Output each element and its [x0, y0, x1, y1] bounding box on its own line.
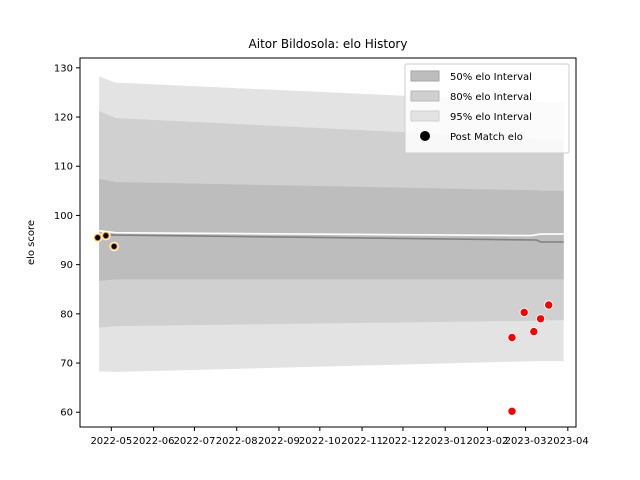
x-tick-label: 2023-01	[424, 436, 466, 447]
x-tick-label: 2022-05	[90, 436, 132, 447]
post-match-point-late	[507, 406, 517, 416]
legend-swatch-band50	[410, 70, 440, 82]
x-tick-label: 2023-04	[547, 436, 589, 447]
chart-title: Aitor Bildosola: elo History	[249, 37, 408, 51]
y-tick-label: 60	[60, 408, 73, 419]
x-tick-label: 2022-10	[299, 436, 341, 447]
x-tick-label: 2022-11	[341, 436, 383, 447]
legend-marker-icon	[420, 131, 430, 141]
y-tick-label: 90	[60, 260, 73, 271]
upper-elo-line	[99, 229, 564, 237]
legend-box	[404, 63, 570, 154]
post-match-point-early-center	[103, 233, 109, 239]
post-match-points	[93, 230, 554, 416]
post-match-point-late	[535, 314, 546, 324]
post-match-point-early-center	[95, 235, 101, 241]
legend-swatch-band80	[410, 90, 440, 102]
y-tick-label: 120	[54, 113, 73, 124]
y-tick-label: 110	[54, 162, 73, 173]
legend: 50% elo Interval 80% elo Interval 95% elo …	[404, 63, 570, 154]
band-50	[99, 179, 564, 281]
x-tick-label: 2022-12	[382, 436, 424, 447]
legend-swatch-band95	[410, 110, 440, 122]
legend-label: 80% elo Interval	[450, 92, 532, 103]
x-tick-label: 2023-02	[467, 436, 509, 447]
legend-label: 95% elo Interval	[450, 112, 532, 123]
post-match-point-late	[519, 307, 529, 318]
x-tick-label: 2022-07	[174, 436, 216, 447]
post-match-point-early-center	[111, 243, 117, 249]
y-tick-label: 130	[54, 63, 73, 74]
post-match-point-late	[544, 300, 554, 310]
legend-label: Post Match elo	[450, 132, 523, 143]
post-match-point-late	[529, 326, 539, 337]
x-tick-label: 2022-09	[258, 436, 300, 447]
post-match-point-late	[507, 332, 517, 343]
y-tick-label: 70	[60, 359, 73, 370]
y-axis-label: elo score	[26, 220, 37, 265]
x-tick-label: 2022-08	[216, 436, 258, 447]
x-tick-label: 2023-03	[505, 436, 547, 447]
legend-label: 50% elo Interval	[450, 72, 532, 83]
y-tick-label: 100	[54, 211, 73, 222]
x-tick-label: 2022-06	[133, 436, 175, 447]
x-axis: 2022-05 2022-06 2022-07 2022-08 2022-09 2022-…	[90, 427, 589, 447]
axes-frame	[79, 57, 577, 428]
y-axis: 60 70 80 90 100 110 120 130	[54, 63, 80, 419]
y-tick-label: 80	[60, 309, 73, 320]
